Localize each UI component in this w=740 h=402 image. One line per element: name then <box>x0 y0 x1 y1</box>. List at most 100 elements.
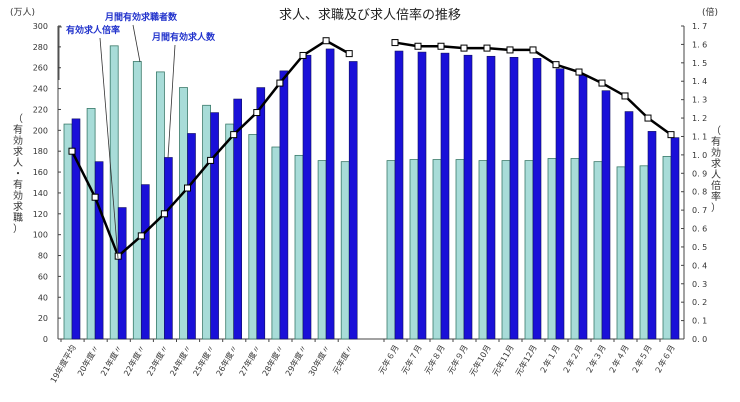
job-seekers-bar <box>132 61 142 340</box>
svg-text:人: 人 <box>711 169 721 181</box>
svg-text:29年度〃: 29年度〃 <box>283 343 309 378</box>
job-openings-bar <box>647 131 657 340</box>
job-seekers-bar <box>662 156 672 340</box>
svg-text:２年５月: ２年５月 <box>629 343 654 376</box>
job-openings-bar <box>532 58 542 340</box>
svg-text:0. 0: 0. 0 <box>692 335 707 344</box>
svg-text:20: 20 <box>38 314 48 323</box>
job-openings-bar <box>578 74 588 340</box>
svg-text:180: 180 <box>33 147 48 156</box>
svg-text:25年度〃: 25年度〃 <box>191 343 217 378</box>
svg-text:23年度〃: 23年度〃 <box>144 343 170 378</box>
job-openings-bar <box>417 51 427 340</box>
job-seekers-bar <box>547 158 557 340</box>
svg-text:有: 有 <box>711 135 721 148</box>
job-openings-bar <box>670 137 680 340</box>
job-openings-bar <box>233 98 242 340</box>
job-seekers-bar <box>317 160 327 340</box>
svg-text:19年度平均: 19年度平均 <box>48 343 78 385</box>
svg-text:21年度〃: 21年度〃 <box>98 343 124 378</box>
job-seekers-bar <box>109 45 119 340</box>
job-seekers-bar <box>524 160 534 340</box>
ratio-marker <box>506 46 514 54</box>
job-openings-bar <box>302 54 312 340</box>
ratio-marker <box>160 210 168 218</box>
svg-text:月間有効求職者数: 月間有効求職者数 <box>104 11 178 23</box>
job-openings-bar <box>555 68 565 340</box>
svg-text:80: 80 <box>38 252 48 261</box>
right-axis-unit: (倍) <box>702 6 718 18</box>
job-seekers-bar <box>155 71 165 340</box>
job-seekers-bar <box>294 154 304 340</box>
ratio-marker <box>207 156 215 164</box>
job-seekers-bar <box>478 160 488 340</box>
job-openings-bar <box>601 90 611 340</box>
job-seekers-bar <box>386 160 396 340</box>
svg-text:200: 200 <box>33 126 48 135</box>
svg-text:）: ） <box>13 223 23 235</box>
svg-text:0. 7: 0. 7 <box>692 206 707 215</box>
ratio-marker <box>483 44 491 52</box>
ratio-marker <box>299 51 307 59</box>
job-seekers-bar <box>616 166 626 340</box>
job-seekers-bar <box>639 165 649 340</box>
svg-text:求: 求 <box>13 201 23 213</box>
job-seekers-bar <box>202 104 212 340</box>
svg-text:1. 7: 1. 7 <box>692 22 707 31</box>
job-seekers-bar <box>63 123 73 340</box>
svg-text:140: 140 <box>33 189 48 198</box>
svg-text:22年度〃: 22年度〃 <box>121 343 147 378</box>
job-openings-bar <box>141 184 150 340</box>
svg-text:有: 有 <box>13 178 23 191</box>
svg-text:1. 4: 1. 4 <box>692 77 707 86</box>
ratio-marker <box>529 46 537 54</box>
svg-text:元年11月: 元年11月 <box>490 343 516 378</box>
svg-text:28年度〃: 28年度〃 <box>260 343 286 378</box>
svg-text:300: 300 <box>33 22 48 31</box>
job-openings-bar <box>71 118 81 340</box>
job-seekers-bar <box>340 161 350 340</box>
svg-text:２年４月: ２年４月 <box>606 343 631 376</box>
svg-text:0. 8: 0. 8 <box>692 188 707 197</box>
svg-text:職: 職 <box>13 212 23 224</box>
svg-text:元年８月: 元年８月 <box>422 343 447 376</box>
ratio-marker <box>598 79 606 87</box>
svg-text:元年12月: 元年12月 <box>513 343 539 378</box>
ratio-marker <box>322 37 330 45</box>
bars <box>60 45 680 342</box>
svg-text:20年度〃: 20年度〃 <box>75 343 101 378</box>
svg-text:元年７月: 元年７月 <box>399 343 424 376</box>
svg-text:効: 効 <box>711 146 721 159</box>
job-seekers-bar <box>225 123 235 340</box>
svg-text:0. 1: 0. 1 <box>692 317 707 326</box>
svg-text:率: 率 <box>711 190 721 203</box>
svg-text:有効求人倍率: 有効求人倍率 <box>66 24 120 36</box>
ratio-marker <box>621 92 629 100</box>
job-openings-bar <box>279 70 289 340</box>
job-openings-bar <box>440 52 450 340</box>
ratio-marker <box>414 42 422 50</box>
svg-text:）: ） <box>711 202 721 214</box>
svg-text:0: 0 <box>43 335 48 344</box>
svg-text:0. 4: 0. 4 <box>692 261 707 270</box>
svg-text:120: 120 <box>33 210 48 219</box>
svg-text:24年度〃: 24年度〃 <box>167 343 193 378</box>
left-axis-unit: (万人) <box>10 7 35 18</box>
ratio-marker <box>253 109 261 117</box>
job-openings-bar <box>509 56 519 340</box>
job-openings-bar <box>348 61 358 340</box>
svg-text:220: 220 <box>33 105 48 114</box>
job-seekers-bar <box>248 134 258 340</box>
job-openings-bar <box>463 54 473 340</box>
job-seekers-bar <box>86 108 96 340</box>
job-openings-bar <box>117 207 127 340</box>
job-openings-bar <box>486 55 496 340</box>
right-axis: 0. 0 0. 1 0. 2 0. 3 0. 4 0. 5 0. 6 0. 7 0. 8 0. 9… <box>681 22 707 344</box>
svg-text:60: 60 <box>38 272 48 281</box>
chart-title: 求人、求職及び求人倍率の推移 <box>279 7 461 23</box>
svg-text:0. 9: 0. 9 <box>692 169 707 178</box>
job-seekers-bar <box>570 158 580 340</box>
svg-text:280: 280 <box>33 43 48 52</box>
svg-text:160: 160 <box>33 168 48 177</box>
